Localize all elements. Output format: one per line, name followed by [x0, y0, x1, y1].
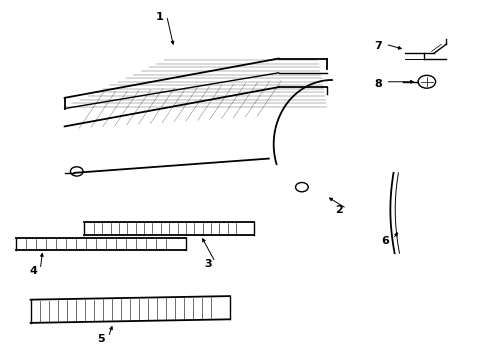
Text: 2: 2: [335, 205, 343, 215]
Text: 7: 7: [374, 41, 381, 51]
Text: 6: 6: [381, 236, 388, 246]
Text: 5: 5: [97, 334, 104, 344]
Text: 8: 8: [374, 78, 381, 89]
Text: 4: 4: [29, 266, 37, 276]
Text: 1: 1: [155, 13, 163, 22]
Text: 3: 3: [204, 259, 211, 269]
